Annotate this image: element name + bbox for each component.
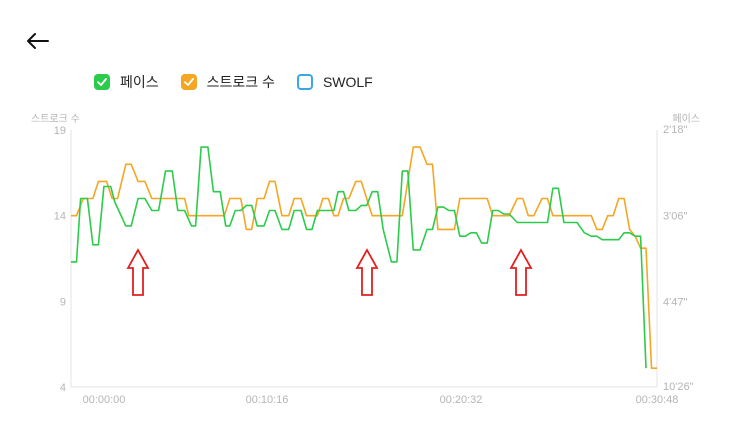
- left-tick-label: 14: [54, 211, 66, 223]
- up-arrow-annotation: [126, 248, 150, 296]
- swolf-checkbox[interactable]: [296, 74, 313, 90]
- left-tick-label: 19: [54, 125, 66, 137]
- right-tick-label: 2'18": [663, 124, 687, 136]
- check-icon: [183, 78, 194, 86]
- legend-item-stroke-count[interactable]: 스트로크 수: [180, 72, 275, 92]
- left-tick-label: 9: [60, 296, 66, 308]
- right-axis-title: 페이스: [672, 113, 700, 125]
- series-line: [71, 146, 647, 369]
- back-button[interactable]: [22, 26, 52, 56]
- left-axis-title: 스트로크 수: [31, 113, 80, 125]
- right-tick-label: 3'06": [663, 211, 687, 223]
- legend-label-stroke-count: 스트로크 수: [206, 74, 275, 90]
- legend-item-swolf[interactable]: SWOLF: [296, 74, 373, 90]
- series-line: [71, 146, 657, 370]
- arrow-left-icon: [27, 33, 49, 49]
- x-tick-label: 00:10:16: [246, 394, 289, 406]
- up-arrow-annotation: [355, 248, 379, 296]
- x-tick-label: 00:20:32: [440, 394, 483, 406]
- left-tick-label: 4: [60, 382, 66, 394]
- right-tick-label: 4'47": [663, 296, 687, 308]
- legend-item-pace[interactable]: 페이스: [94, 72, 159, 92]
- x-tick-label: 00:30:48: [636, 394, 679, 406]
- x-tick-label: 00:00:00: [83, 394, 126, 406]
- up-arrow-annotation: [509, 248, 533, 296]
- chart-legend: 페이스 스트로크 수 SWOLF: [94, 70, 373, 94]
- legend-label-swolf: SWOLF: [322, 74, 373, 90]
- check-icon: [97, 78, 107, 86]
- legend-label-pace: 페이스: [120, 74, 159, 90]
- pace-checkbox[interactable]: [94, 74, 110, 90]
- stroke-count-checkbox[interactable]: [180, 74, 197, 90]
- right-tick-label: 10'26": [663, 381, 694, 393]
